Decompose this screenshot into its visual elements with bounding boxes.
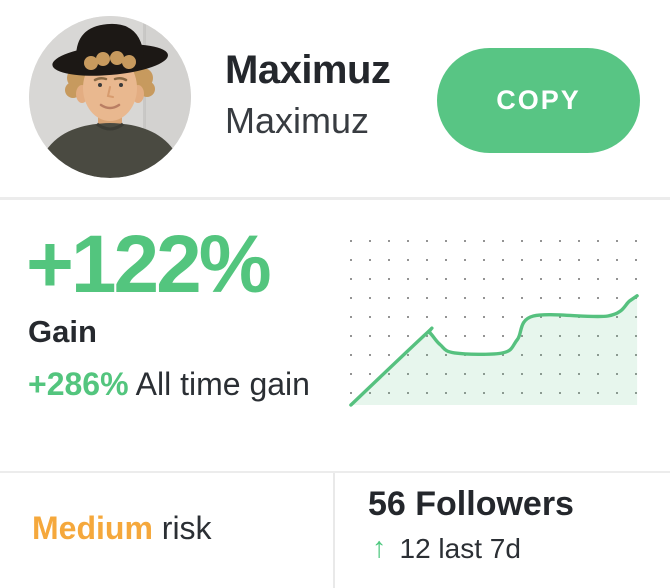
gain-value: +122% [26,219,272,310]
trader-username: Maximuz [225,100,370,141]
up-arrow-icon: ↑ [372,532,387,564]
divider-vertical [333,473,335,588]
alltime-gain: +286% All time gain [28,368,310,400]
followers-change-text: 12 last 7d [399,532,521,564]
risk-text: Medium risk [32,512,212,544]
followers-count: 56 Followers [368,485,574,523]
copy-button[interactable]: COPY [437,48,640,153]
avatar-image [29,16,191,178]
trader-name: Maximuz [225,48,391,92]
alltime-gain-label: All time gain [135,366,310,402]
alltime-gain-value: +286% [28,366,129,402]
divider-top [0,197,670,200]
avatar[interactable] [29,16,191,178]
followers-change: ↑ 12 last 7d [372,534,521,563]
gain-sparkline-chart [348,234,640,407]
risk-label: risk [161,510,212,546]
divider-bottom [0,471,670,473]
gain-label: Gain [28,314,97,349]
sparkline-svg [348,234,640,407]
risk-level: Medium [32,510,153,546]
dot-grid [348,234,640,407]
